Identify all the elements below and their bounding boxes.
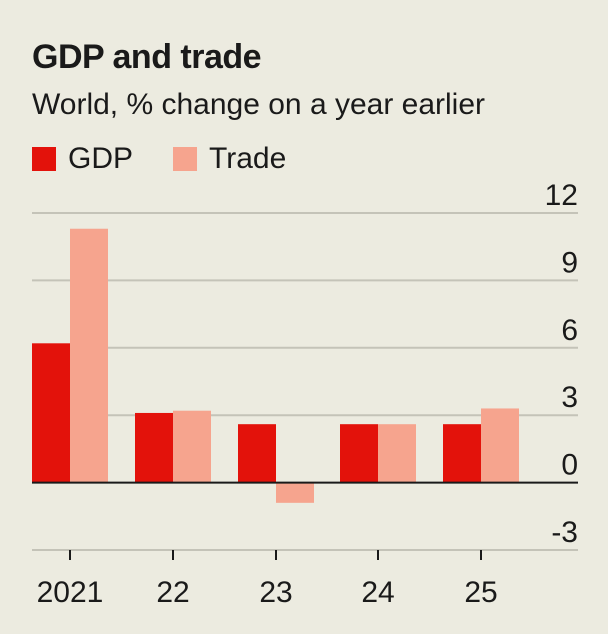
y-tick-label: 6 bbox=[561, 314, 578, 347]
bar-gdp-22 bbox=[135, 412, 173, 483]
bar-trade-23 bbox=[276, 482, 314, 503]
y-tick-labels: 12 9 6 3 0 -3 bbox=[545, 179, 578, 549]
legend: GDP Trade bbox=[32, 142, 326, 176]
x-tick-label: 2021 bbox=[37, 576, 104, 609]
x-tick-label: 24 bbox=[361, 576, 394, 609]
y-tick-label: 3 bbox=[561, 381, 578, 414]
legend-label-trade: Trade bbox=[209, 142, 287, 175]
legend-item-gdp: GDP bbox=[32, 142, 133, 176]
bar-trade-24 bbox=[378, 424, 416, 483]
y-tick-label: -3 bbox=[551, 516, 578, 549]
x-tick-labels: 2021 22 23 24 25 bbox=[37, 550, 498, 609]
bar-gdp-2021 bbox=[32, 343, 70, 483]
bar-trade-22 bbox=[173, 410, 211, 483]
bar-gdp-23 bbox=[238, 424, 276, 483]
x-tick-label: 22 bbox=[156, 576, 189, 609]
x-tick-label: 23 bbox=[259, 576, 292, 609]
bar-trade-25 bbox=[481, 408, 519, 483]
x-tick-label: 25 bbox=[464, 576, 497, 609]
bars bbox=[32, 228, 519, 503]
legend-swatch-trade bbox=[173, 147, 198, 171]
legend-item-trade: Trade bbox=[173, 142, 286, 176]
y-tick-label: 0 bbox=[561, 449, 578, 482]
bar-gdp-25 bbox=[443, 424, 481, 483]
bar-trade-2021 bbox=[70, 228, 108, 483]
legend-swatch-gdp bbox=[32, 147, 56, 171]
y-tick-label: 9 bbox=[561, 246, 578, 279]
y-tick-label: 12 bbox=[545, 179, 578, 212]
chart-subtitle: World, % change on a year earlier bbox=[32, 88, 486, 121]
legend-label-gdp: GDP bbox=[68, 142, 134, 175]
chart-title: GDP and trade bbox=[32, 38, 262, 76]
bar-gdp-24 bbox=[340, 424, 378, 483]
